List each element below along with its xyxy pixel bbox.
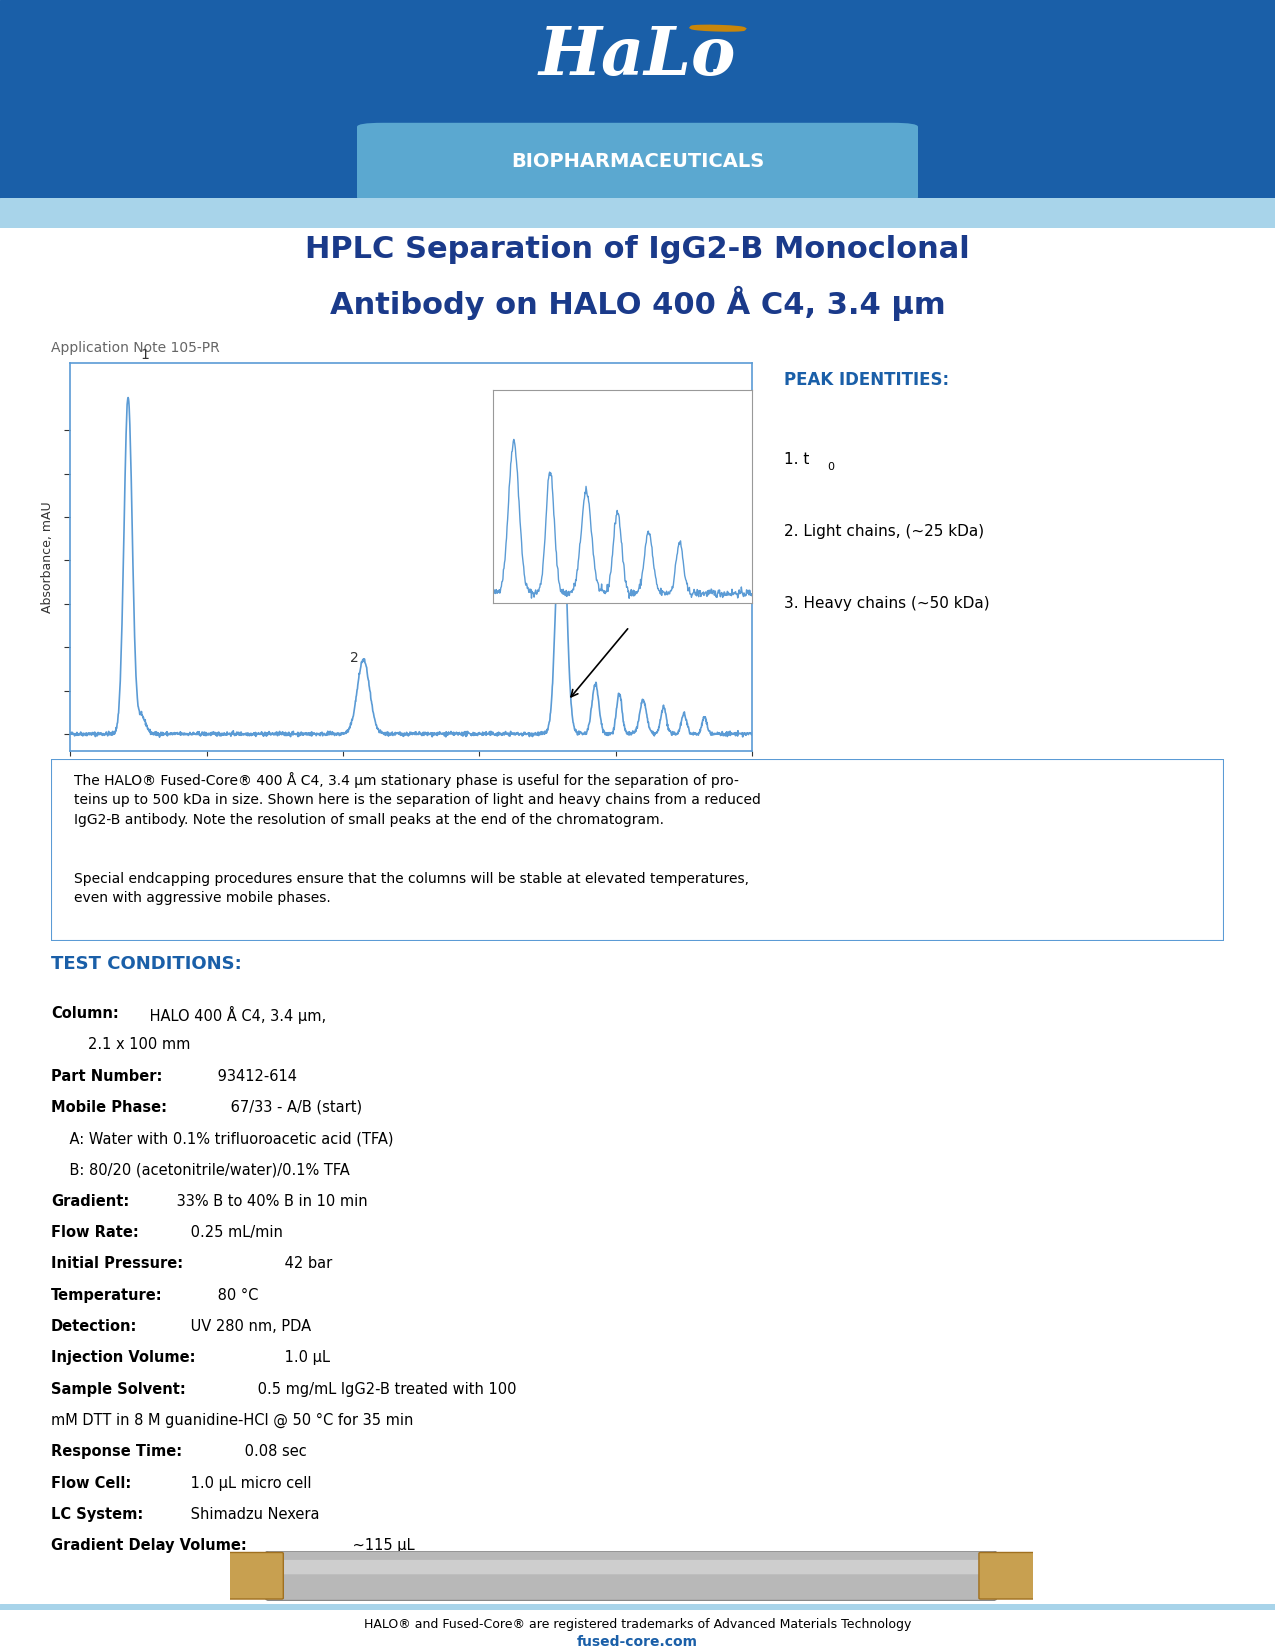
Text: mM DTT in 8 M guanidine-HCl @ 50 °C for 35 min: mM DTT in 8 M guanidine-HCl @ 50 °C for …	[51, 1412, 413, 1429]
Text: BIOPHARMACEUTICALS: BIOPHARMACEUTICALS	[511, 152, 764, 170]
Text: fused-core.com: fused-core.com	[578, 1635, 697, 1648]
Text: LC System:: LC System:	[51, 1506, 143, 1521]
Text: 1. t: 1. t	[784, 452, 810, 467]
Text: UV 280 nm, PDA: UV 280 nm, PDA	[186, 1318, 311, 1335]
Text: Initial Pressure:: Initial Pressure:	[51, 1257, 184, 1272]
Text: Column:: Column:	[51, 1006, 119, 1021]
Text: Application Note 105-PR: Application Note 105-PR	[51, 342, 219, 355]
Text: TEST CONDITIONS:: TEST CONDITIONS:	[51, 955, 242, 973]
FancyBboxPatch shape	[979, 1553, 1034, 1599]
FancyBboxPatch shape	[265, 1551, 997, 1600]
Text: 2.1 x 100 mm: 2.1 x 100 mm	[51, 1038, 190, 1053]
Text: 1: 1	[140, 348, 149, 361]
Text: HaLo: HaLo	[539, 23, 736, 89]
Text: 0.5 mg/mL IgG2-B treated with 100: 0.5 mg/mL IgG2-B treated with 100	[254, 1381, 516, 1398]
FancyBboxPatch shape	[357, 122, 918, 201]
Text: Gradient Delay Volume:: Gradient Delay Volume:	[51, 1538, 247, 1553]
Text: 2: 2	[349, 650, 358, 665]
Text: .: .	[710, 50, 720, 79]
X-axis label: Time, min: Time, min	[376, 779, 446, 794]
Text: 80 °C: 80 °C	[213, 1287, 259, 1304]
Text: Temperature:: Temperature:	[51, 1287, 163, 1304]
Text: 2. Light chains, (~25 kDa): 2. Light chains, (~25 kDa)	[784, 525, 984, 540]
FancyBboxPatch shape	[51, 759, 1224, 940]
Text: 67/33 - A/B (start): 67/33 - A/B (start)	[227, 1101, 362, 1115]
Text: Special endcapping procedures ensure that the columns will be stable at elevated: Special endcapping procedures ensure tha…	[74, 871, 750, 906]
Text: A: Water with 0.1% trifluoroacetic acid (TFA): A: Water with 0.1% trifluoroacetic acid …	[51, 1132, 394, 1147]
Text: Mobile Phase:: Mobile Phase:	[51, 1101, 167, 1115]
Text: 0.08 sec: 0.08 sec	[240, 1444, 306, 1459]
Text: ~115 μL: ~115 μL	[348, 1538, 414, 1553]
Text: 93412-614: 93412-614	[213, 1069, 297, 1084]
FancyBboxPatch shape	[268, 1559, 995, 1574]
Text: Flow Cell:: Flow Cell:	[51, 1475, 131, 1490]
Text: Detection:: Detection:	[51, 1318, 138, 1335]
Text: 33% B to 40% B in 10 min: 33% B to 40% B in 10 min	[172, 1195, 368, 1209]
Text: HALO® and Fused-Core® are registered trademarks of Advanced Materials Technology: HALO® and Fused-Core® are registered tra…	[363, 1617, 912, 1630]
Text: HPLC Separation of IgG2-B Monoclonal: HPLC Separation of IgG2-B Monoclonal	[305, 234, 970, 264]
Text: HALO 400 Å C4, 3.4 μm,: HALO 400 Å C4, 3.4 μm,	[145, 1006, 326, 1025]
Text: Sample Solvent:: Sample Solvent:	[51, 1381, 186, 1398]
Text: 0.25 mL/min: 0.25 mL/min	[186, 1226, 283, 1241]
Text: PEAK IDENTITIES:: PEAK IDENTITIES:	[784, 371, 950, 389]
Y-axis label: Absorbance, mAU: Absorbance, mAU	[41, 502, 54, 612]
Text: 1.0 μL: 1.0 μL	[280, 1350, 330, 1366]
Text: Response Time:: Response Time:	[51, 1444, 182, 1459]
Text: 42 bar: 42 bar	[280, 1257, 333, 1272]
Text: Antibody on HALO 400 Å C4, 3.4 μm: Antibody on HALO 400 Å C4, 3.4 μm	[330, 285, 945, 320]
Text: The HALO® Fused-Core® 400 Å C4, 3.4 μm stationary phase is useful for the separa: The HALO® Fused-Core® 400 Å C4, 3.4 μm s…	[74, 772, 761, 827]
FancyBboxPatch shape	[228, 1553, 283, 1599]
Text: B: 80/20 (acetonitrile/water)/0.1% TFA: B: 80/20 (acetonitrile/water)/0.1% TFA	[51, 1163, 349, 1178]
Text: 3: 3	[553, 446, 562, 459]
Text: Flow Rate:: Flow Rate:	[51, 1226, 139, 1241]
Text: Part Number:: Part Number:	[51, 1069, 162, 1084]
Text: Shimadzu Nexera: Shimadzu Nexera	[186, 1506, 320, 1521]
Text: Gradient:: Gradient:	[51, 1195, 129, 1209]
Text: 1.0 μL micro cell: 1.0 μL micro cell	[186, 1475, 311, 1490]
Text: 0: 0	[827, 462, 835, 472]
Text: 3. Heavy chains (~50 kDa): 3. Heavy chains (~50 kDa)	[784, 597, 989, 612]
Text: Injection Volume:: Injection Volume:	[51, 1350, 195, 1366]
